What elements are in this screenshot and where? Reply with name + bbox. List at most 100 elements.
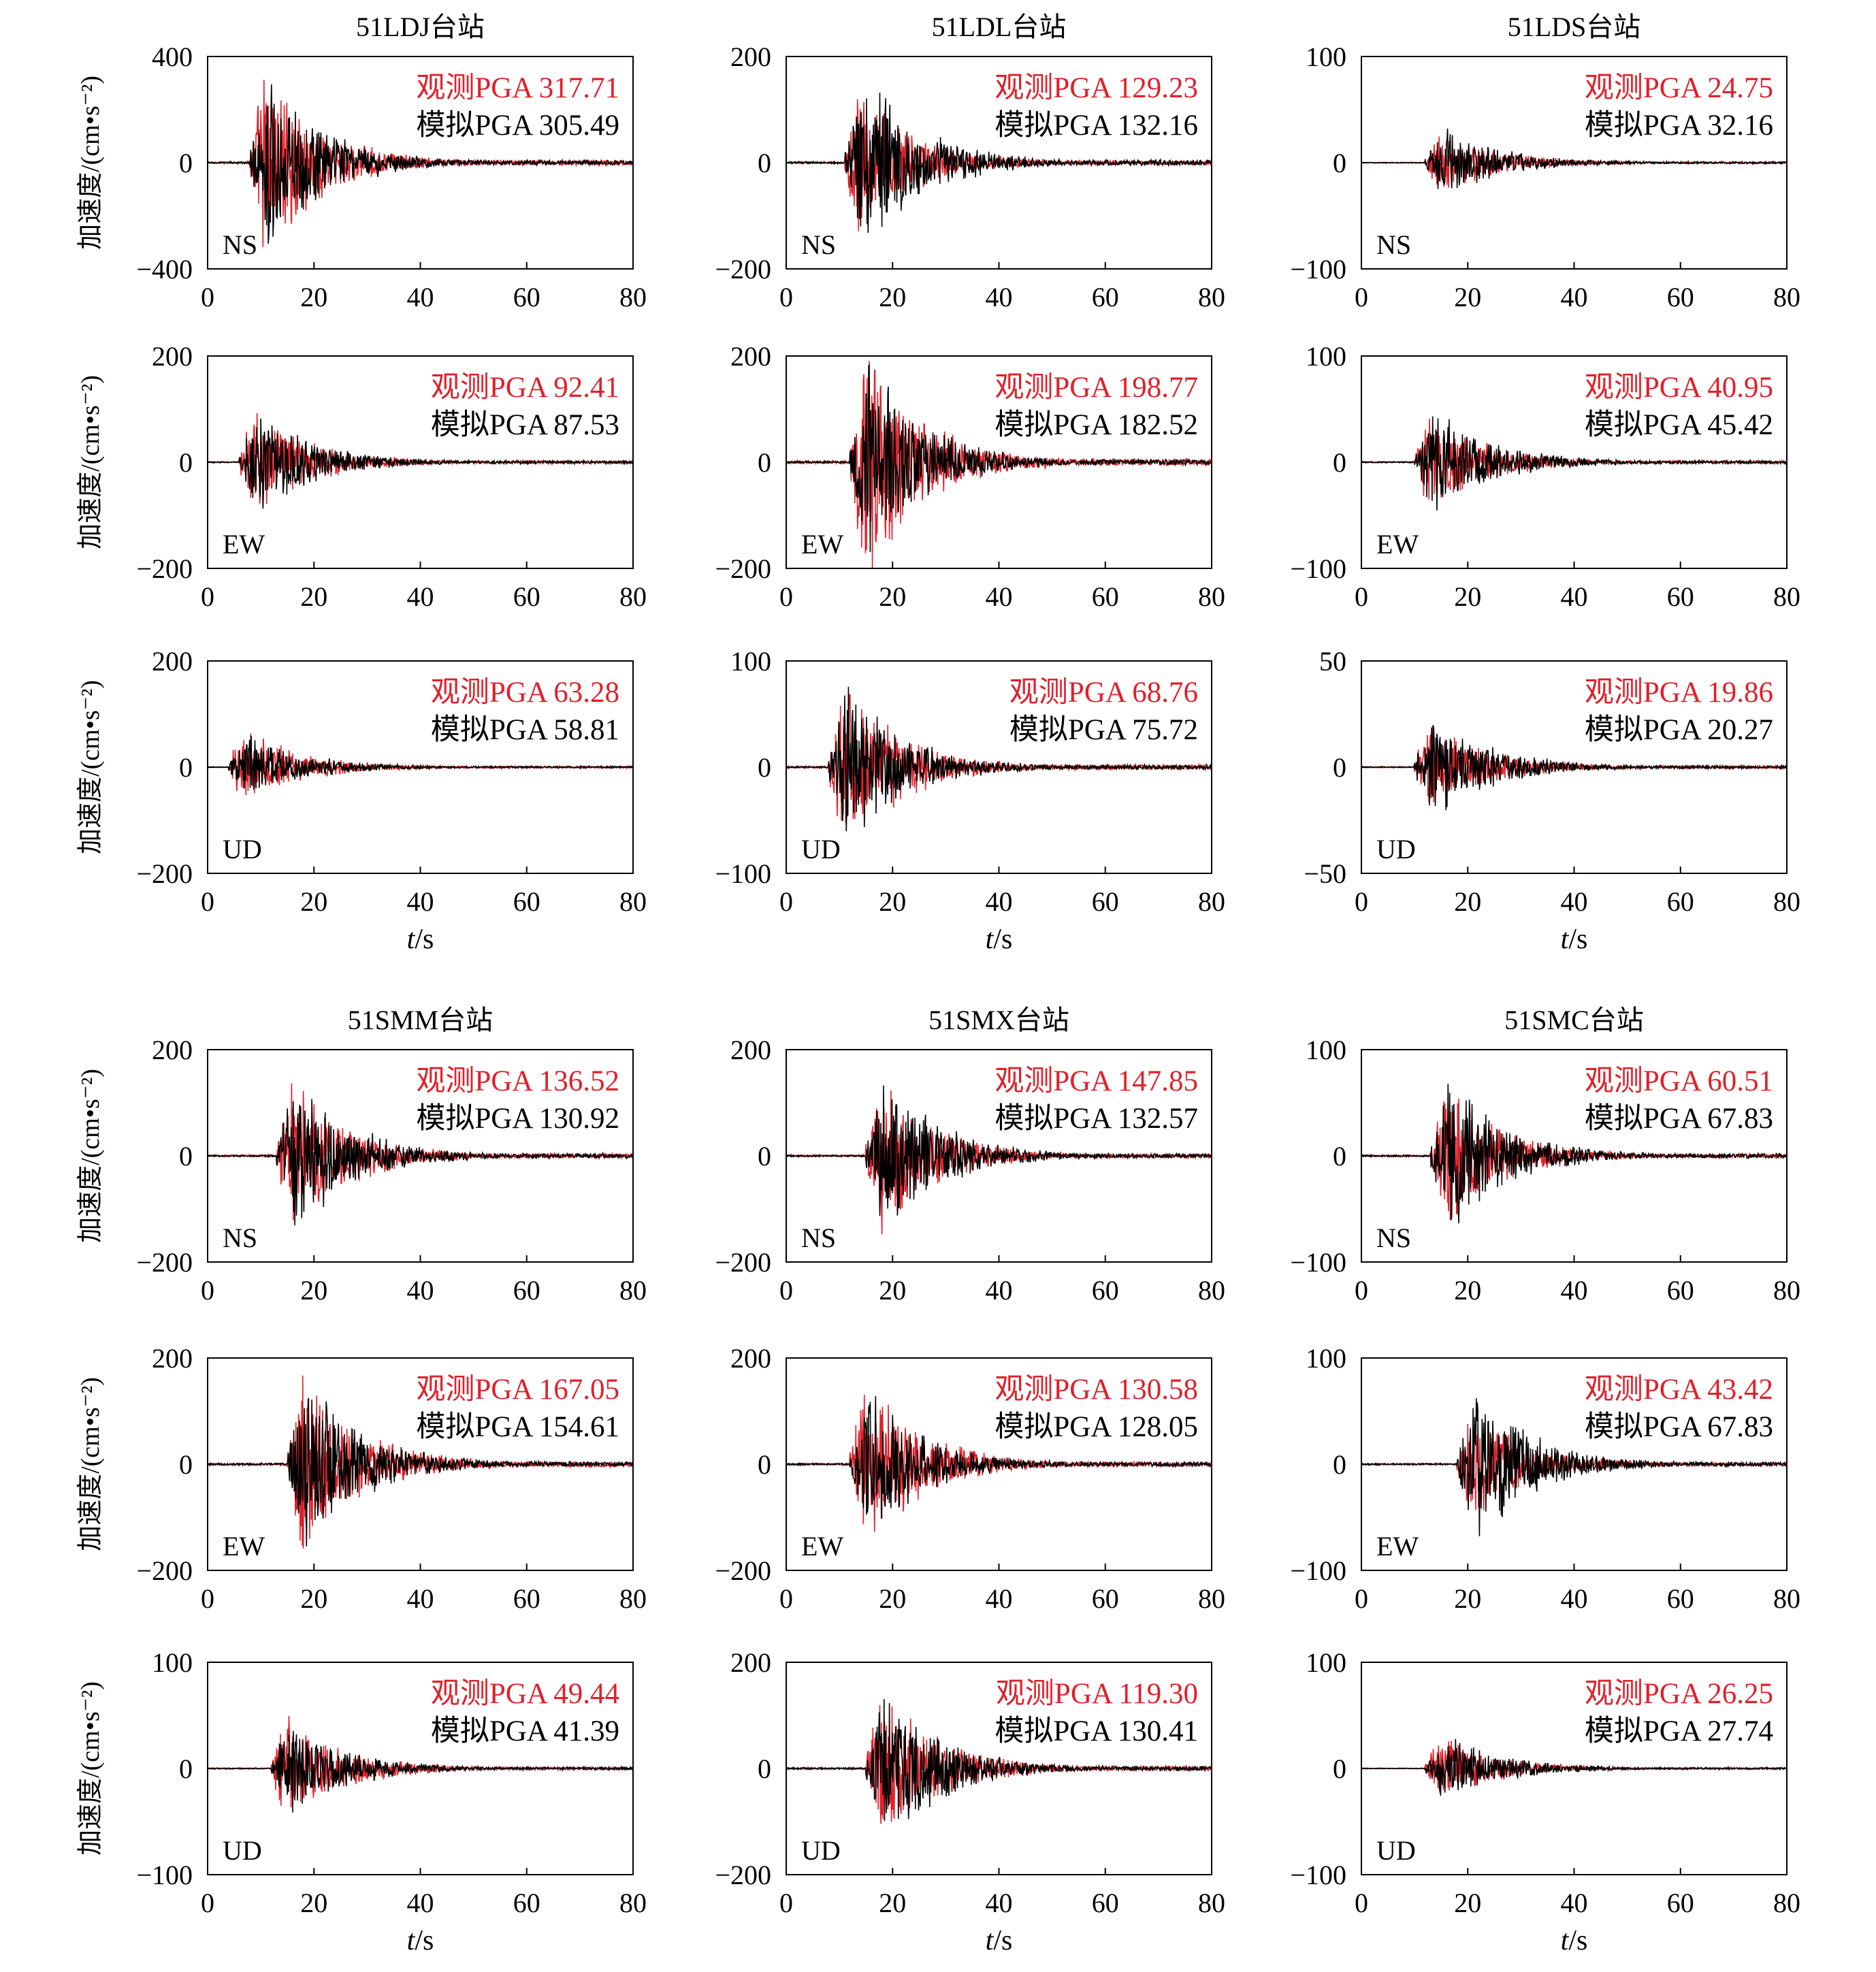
y-tick-label: −100: [1290, 254, 1346, 285]
simulated-pga-label: 模拟PGA 154.61: [416, 1411, 619, 1443]
simulated-trace: [1361, 725, 1787, 811]
component-label: NS: [801, 229, 836, 260]
x-tick-label: 80: [1198, 581, 1225, 612]
observed-pga-label: 观测PGA 19.86: [1585, 677, 1773, 709]
x-tick-label: 40: [986, 1888, 1013, 1918]
x-tick-label: 80: [619, 282, 647, 312]
x-tick-label: 20: [300, 1275, 327, 1306]
x-tick-label: 20: [879, 1275, 906, 1306]
simulated-pga-label: 模拟PGA 41.39: [431, 1715, 619, 1747]
x-tick-label: 60: [1667, 1275, 1694, 1306]
x-tick-label: 60: [1667, 1888, 1694, 1918]
y-axis-label: 加速度/(cm•s⁻²): [76, 1681, 105, 1856]
component-label: NS: [223, 1223, 257, 1253]
simulated-trace: [1361, 1398, 1787, 1536]
x-axis-unit: /s: [993, 924, 1012, 955]
y-tick-label: 200: [730, 1035, 771, 1065]
x-tick-label: 20: [879, 886, 906, 917]
x-axis-unit: /s: [1568, 1925, 1587, 1956]
x-tick-label: 0: [779, 1583, 793, 1614]
station-title: 51LDJ台站: [356, 12, 485, 42]
y-tick-label: −200: [136, 858, 193, 889]
x-tick-label: 40: [986, 581, 1013, 612]
y-tick-label: −200: [715, 1555, 771, 1586]
x-tick-label: 0: [201, 282, 214, 312]
x-tick-label: 60: [1667, 1583, 1694, 1614]
x-tick-label: 0: [1355, 1583, 1368, 1614]
panel-51LDS-EW: −100 0 100 0 20 40 60 80 观测PGA 40.95 模拟PGA 45.42 E…: [1290, 341, 1800, 612]
x-tick-label: 0: [1355, 1888, 1368, 1918]
component-label: EW: [801, 1531, 843, 1562]
x-tick-label: 40: [986, 282, 1013, 312]
x-tick-label: 80: [1773, 1275, 1800, 1306]
y-tick-label: 200: [730, 42, 771, 72]
y-tick-label: −200: [715, 254, 771, 285]
simulated-trace: [208, 736, 633, 790]
y-tick-label: 0: [758, 1449, 771, 1480]
y-tick-label: 0: [758, 752, 771, 783]
component-label: EW: [1376, 1531, 1419, 1562]
x-tick-label: 40: [407, 1583, 434, 1614]
simulated-pga-label: 模拟PGA 45.42: [1585, 409, 1773, 441]
x-tick-label: 60: [1092, 1275, 1119, 1306]
simulated-pga-label: 模拟PGA 182.52: [994, 409, 1198, 441]
y-axis-label: 加速度/(cm•s⁻²): [76, 680, 105, 854]
panel-51SMM-EW: −200 0 200 0 20 40 60 80 观测PGA 167.05 模拟PGA 154.6…: [76, 1343, 647, 1614]
x-tick-label: 20: [300, 886, 327, 917]
observed-pga-label: 观测PGA 43.42: [1585, 1374, 1773, 1406]
y-tick-label: −100: [715, 858, 771, 889]
y-tick-label: 100: [1306, 1647, 1346, 1678]
x-tick-label: 0: [201, 886, 214, 917]
y-tick-label: 200: [152, 646, 193, 677]
station-title: 51SMC台站: [1504, 1005, 1644, 1035]
x-tick-label: 40: [986, 1583, 1013, 1614]
x-axis-variable: t: [1561, 1925, 1570, 1956]
x-tick-label: 40: [986, 1275, 1013, 1306]
observed-pga-label: 观测PGA 24.75: [1585, 72, 1773, 104]
panel-51SMM-UD: −100 0 100 0 20 40 60 80 观测PGA 49.44 模拟PGA 41.39 U…: [76, 1647, 647, 1956]
panel-51SMX-NS: 51SMX台站 −200 0 200 0 20 40 60 80 观测PGA 147.85 模拟PG…: [715, 1005, 1225, 1306]
x-tick-label: 20: [1454, 282, 1481, 312]
x-tick-label: 80: [1198, 282, 1225, 312]
simulated-trace: [786, 1085, 1212, 1216]
simulated-trace: [208, 1099, 633, 1226]
y-tick-label: 0: [179, 1449, 193, 1480]
simulated-pga-label: 模拟PGA 67.83: [1585, 1103, 1773, 1135]
y-tick-label: 100: [152, 1647, 193, 1678]
station-title: 51SMM台站: [348, 1005, 493, 1035]
simulated-pga-label: 模拟PGA 20.27: [1585, 714, 1773, 746]
component-label: EW: [1376, 529, 1419, 560]
y-tick-label: 200: [730, 1343, 771, 1374]
observed-pga-label: 观测PGA 60.51: [1585, 1065, 1773, 1097]
x-tick-label: 60: [513, 886, 540, 917]
y-tick-label: −100: [1290, 1247, 1346, 1278]
x-tick-label: 60: [1667, 282, 1694, 312]
simulated-trace: [208, 1398, 633, 1547]
y-tick-label: 50: [1319, 646, 1346, 677]
component-label: UD: [1376, 834, 1416, 864]
panel-51SMC-EW: −100 0 100 0 20 40 60 80 观测PGA 43.42 模拟PGA 67.83 E…: [1290, 1343, 1800, 1614]
y-axis-label: 加速度/(cm•s⁻²): [76, 1377, 105, 1551]
x-tick-label: 60: [1667, 886, 1694, 917]
x-tick-label: 20: [1454, 1888, 1481, 1918]
x-tick-label: 20: [300, 282, 327, 312]
x-tick-label: 20: [300, 581, 327, 612]
x-tick-label: 40: [1561, 282, 1588, 312]
x-tick-label: 60: [1092, 581, 1119, 612]
x-axis-label: t/s: [986, 1925, 1013, 1956]
simulated-pga-label: 模拟PGA 58.81: [431, 714, 619, 746]
y-tick-label: 200: [152, 341, 193, 372]
simulated-pga-label: 模拟PGA 27.74: [1585, 1715, 1773, 1747]
simulated-trace: [208, 418, 633, 509]
x-tick-label: 60: [1092, 1583, 1119, 1614]
x-axis-unit: /s: [1568, 924, 1587, 955]
observed-trace: [786, 361, 1212, 568]
component-label: UD: [223, 1835, 262, 1866]
x-tick-label: 20: [879, 282, 906, 312]
simulated-trace: [786, 686, 1212, 832]
y-tick-label: −200: [715, 553, 771, 584]
x-tick-label: 20: [879, 1888, 906, 1918]
y-tick-label: 0: [1333, 1753, 1346, 1784]
x-tick-label: 80: [1198, 886, 1225, 917]
x-axis-variable: t: [1561, 924, 1570, 955]
